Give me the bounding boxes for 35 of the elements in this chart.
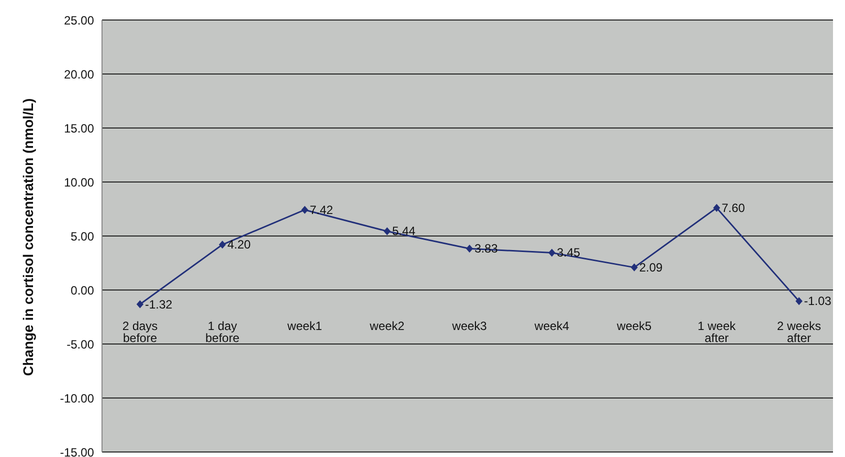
x-tick-label: week5 (616, 319, 652, 334)
data-label: 4.20 (227, 238, 252, 252)
y-axis-title: Change in cortisol concentration (nmol/L) (20, 98, 36, 376)
y-tick-label: -10.00 (60, 391, 94, 406)
point (630, 263, 638, 272)
data-label: -1.03 (804, 294, 832, 308)
x-tick-label: week1 (286, 319, 322, 334)
x-tick-label: week3 (451, 319, 488, 334)
y-tick-label: 0.00 (70, 283, 94, 298)
y-tick-label: 5.00 (70, 229, 94, 244)
x-tick-label: week4 (534, 319, 570, 334)
y-tick-label: 15.00 (64, 121, 94, 136)
data-label: 5.44 (392, 224, 416, 238)
data-label: 7.60 (722, 200, 746, 215)
x-tick-label: 2 days before (122, 319, 158, 346)
y-tick-label: 25.00 (64, 13, 94, 28)
y-tick-label: 20.00 (64, 67, 94, 82)
point (136, 300, 144, 308)
point (713, 204, 720, 212)
x-tick-label: 1 day before (205, 319, 240, 346)
data-label: 7.42 (310, 202, 334, 217)
x-tick-label: week2 (368, 319, 405, 334)
y-tick-label: -15.00 (60, 445, 94, 457)
data-label: -1.32 (145, 297, 173, 312)
point (466, 244, 473, 253)
point (548, 248, 556, 257)
point (218, 240, 226, 249)
x-tick-label: 2 weeks after (776, 319, 822, 346)
point (384, 227, 391, 236)
y-tick-label: 10.00 (64, 175, 94, 190)
x-tick-label: 1 week after (698, 319, 737, 346)
point (796, 297, 802, 306)
data-label: 2.09 (639, 260, 663, 274)
y-tick-label: -5.00 (66, 337, 94, 352)
point (301, 206, 308, 214)
